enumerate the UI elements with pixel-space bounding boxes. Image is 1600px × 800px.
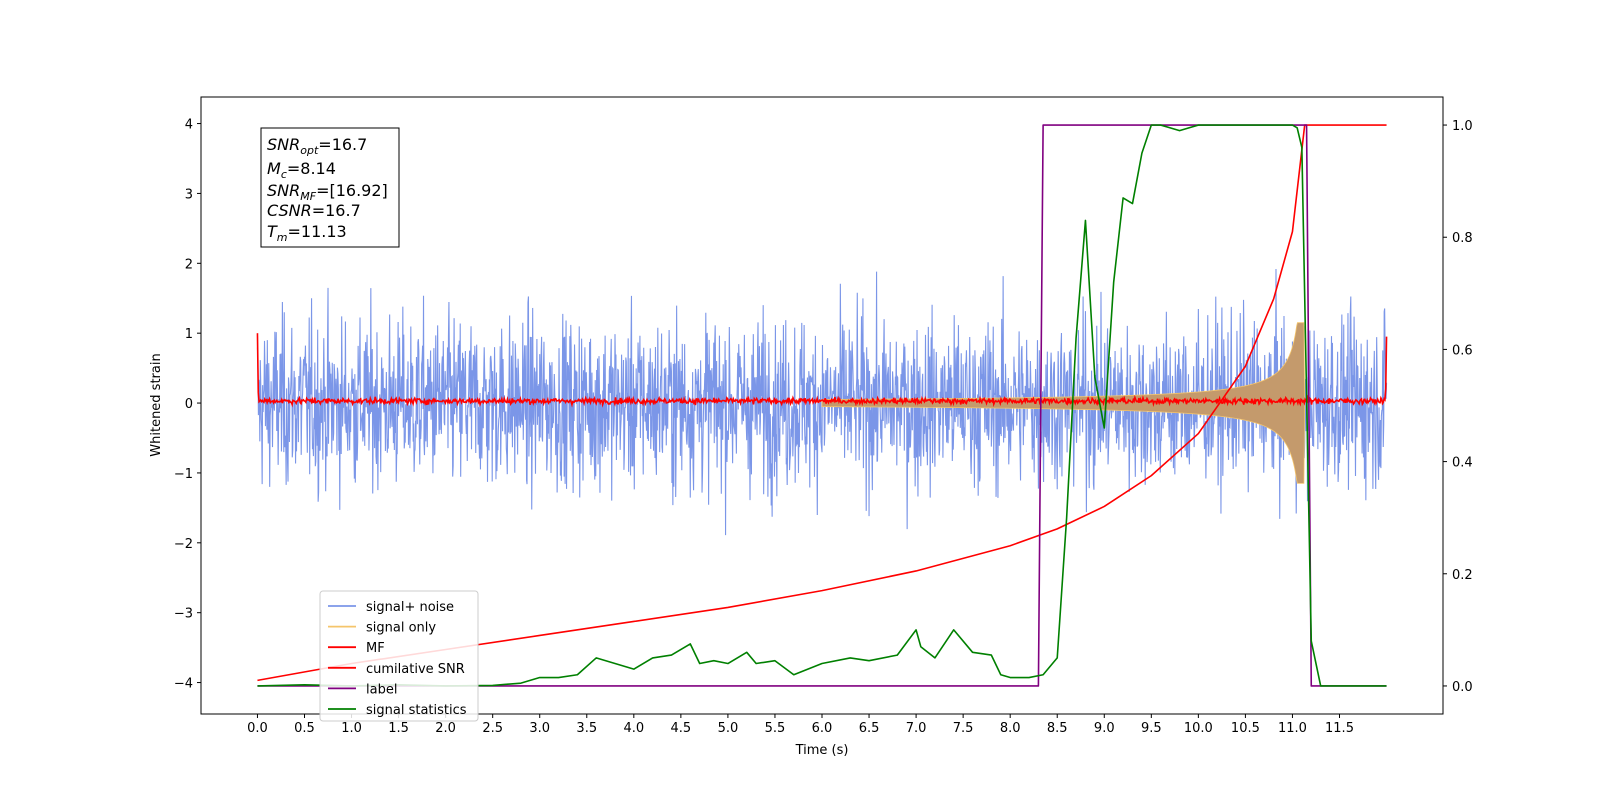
annotation-snr-opt: SNRopt=16.7 [267, 135, 367, 157]
annotation-box [260, 127, 400, 248]
axes-layer: 0.0 0.5 1.0 1.5 2.0 2.5 3.0 3.5 4.0 4.5 5.0 5.5 6.0 6… [174, 118, 1473, 736]
annotation-mc: Mc=8.14 [267, 159, 336, 181]
y-tick-label-left: 1 [185, 327, 193, 342]
x-tick-label: 0.5 [294, 721, 315, 736]
x-tick-label: 11.5 [1325, 721, 1354, 736]
series-signal-statistics [257, 124, 1387, 687]
x-tick-label: 2.0 [435, 721, 456, 736]
legend-entry: signal statistics [366, 703, 467, 718]
x-tick-label: 4.0 [623, 721, 644, 736]
x-tick-label: 8.5 [1047, 721, 1068, 736]
stats-annotation: SNRopt=16.7 Mc=8.14 SNRMF=[16.92] CSNR=1… [260, 127, 400, 248]
legend-entry: signal only [366, 621, 436, 636]
x-tick-label: 3.0 [529, 721, 550, 736]
x-tick-label: 9.0 [1094, 721, 1115, 736]
x-tick-label: 7.5 [953, 721, 974, 736]
y-tick-label-right: 0.0 [1452, 680, 1473, 695]
y-tick-label-left: −1 [174, 467, 193, 482]
x-tick-label: 9.5 [1141, 721, 1162, 736]
series-signal-noise [256, 268, 1388, 536]
y-tick-label-left: 0 [185, 397, 193, 412]
x-tick-label: 1.5 [388, 721, 409, 736]
y-tick-label-right: 0.6 [1452, 343, 1473, 358]
y-tick-label-left: −4 [174, 677, 193, 692]
y-tick-label-left: 3 [185, 187, 193, 202]
x-tick-label: 7.0 [906, 721, 927, 736]
annotation-snr-mf: SNRMF=[16.92] [267, 181, 388, 203]
x-tick-label: 10.0 [1184, 721, 1213, 736]
y-tick-label-left: −3 [174, 607, 193, 622]
y-axis-label: Whitened strain [149, 353, 164, 456]
legend: signal+ noise signal only MF cumilative SNR… [319, 590, 479, 722]
x-tick-label: 6.5 [859, 721, 880, 736]
y-tick-label-right: 0.8 [1452, 231, 1473, 246]
legend-entry: signal+ noise [366, 600, 454, 615]
series-cumulative-snr [257, 124, 1387, 682]
y-tick-label-right: 1.0 [1452, 119, 1473, 134]
legend-entry: label [366, 682, 397, 697]
legend-entry: MF [366, 641, 385, 656]
legend-entry: cumilative SNR [366, 662, 465, 677]
x-tick-label: 0.0 [247, 721, 268, 736]
x-tick-label: 8.0 [1000, 721, 1021, 736]
x-tick-label: 10.5 [1231, 721, 1260, 736]
x-tick-label: 4.5 [671, 721, 692, 736]
x-tick-label: 6.0 [812, 721, 833, 736]
annotation-tm: Tm=11.13 [267, 222, 347, 244]
x-tick-label: 11.0 [1278, 721, 1307, 736]
plot-area [256, 124, 1388, 687]
legend-frame [319, 590, 479, 722]
x-tick-label: 1.0 [341, 721, 362, 736]
y-tick-label-right: 0.4 [1452, 456, 1473, 471]
series-signal-only [821, 322, 1306, 484]
y-tick-label-left: −2 [174, 537, 193, 552]
x-axis-label: Time (s) [795, 743, 849, 758]
x-tick-label: 2.5 [482, 721, 503, 736]
y-tick-label-left: 2 [185, 257, 193, 272]
x-tick-label: 5.5 [765, 721, 786, 736]
y-tick-label-right: 0.2 [1452, 568, 1473, 583]
series-mf [256, 333, 1388, 408]
x-tick-label: 5.0 [718, 721, 739, 736]
x-tick-label: 3.5 [576, 721, 597, 736]
annotation-csnr: CSNR=16.7 [267, 201, 361, 220]
y-tick-label-left: 4 [185, 118, 193, 133]
